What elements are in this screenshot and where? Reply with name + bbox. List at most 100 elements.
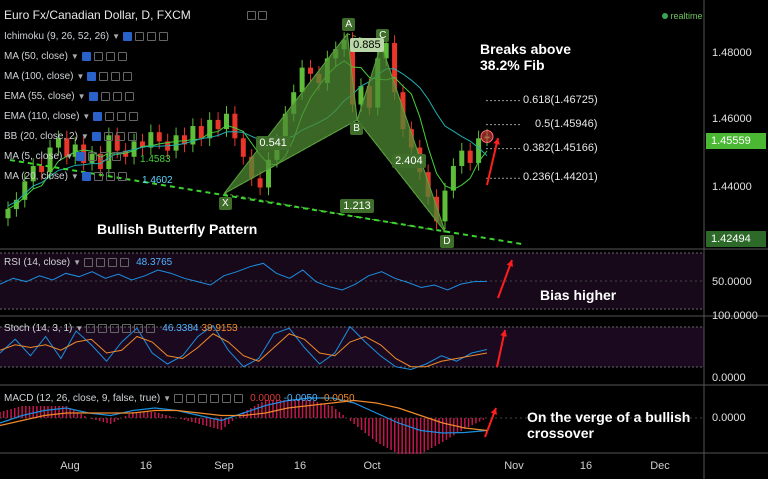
arrow-rsi-head [506,260,514,267]
add-icon[interactable] [112,92,122,101]
pattern-bcd [356,42,446,233]
arrow-stoch-head [500,330,507,337]
more-icon[interactable] [134,324,144,333]
hide-icon[interactable] [93,52,103,61]
arrow-breakout-head [493,138,500,145]
rsi-legend: RSI (14, close) ▼ 48.3765 [4,257,173,268]
candle-body [198,126,204,139]
candle-body [383,43,389,59]
settings-icon[interactable] [247,11,256,20]
settings-icon[interactable] [122,32,132,41]
candle-body [139,141,145,148]
annotation-breaks: Breaks above 38.2% Fib [480,41,572,73]
hide-icon[interactable] [105,112,115,121]
add-icon[interactable] [105,52,115,61]
chevron-down-icon[interactable]: ▼ [70,172,79,181]
indicator-label: EMA (55, close) [4,91,75,102]
indicator-row[interactable]: BB (20, close, 2) ▼ [4,130,137,143]
wave-point-b: B [350,121,363,135]
indicator-row[interactable]: EMA (55, close) ▼ [4,90,134,103]
hide-icon[interactable] [134,32,144,41]
candle-body [467,150,473,163]
candle-body [232,113,238,139]
settings-icon[interactable] [76,152,86,161]
close-icon[interactable] [117,172,127,181]
close-icon[interactable] [129,112,139,121]
wave-point-x: X [219,196,232,210]
indicator-row[interactable]: EMA (110, close) ▼ [4,110,139,123]
candle-body [190,126,196,145]
indicator-label: MA (20, close) [4,171,68,182]
more-icon[interactable] [146,324,156,333]
close-icon[interactable] [210,394,220,403]
settings-icon[interactable] [88,92,98,101]
indicator-row[interactable]: MA (100, close) ▼ [4,70,133,83]
ma5-line [7,60,488,210]
close-icon[interactable] [124,92,134,101]
current-price-box: 1.45559 [706,133,766,149]
add-icon[interactable] [115,132,125,141]
annotation-bias: Bias higher [540,287,617,303]
chevron-down-icon[interactable]: ▼ [70,52,79,61]
chevron-down-icon[interactable]: ▼ [76,72,85,81]
add-icon[interactable] [117,112,127,121]
chevron-down-icon[interactable]: ▼ [82,112,91,121]
hide-icon[interactable] [103,132,113,141]
add-icon[interactable] [198,394,208,403]
stoch-k-line [0,324,488,371]
candle-body [5,209,11,219]
indicator-row[interactable]: MA (5, close) ▼ [4,150,122,163]
macd-signal-line [0,399,488,432]
settings-icon[interactable] [93,112,103,121]
settings-icon[interactable] [91,132,101,141]
hide-icon[interactable] [98,324,108,333]
stoch-k-value: 46.3384 [162,323,199,334]
settings-icon[interactable] [81,172,91,181]
time-tick: 16 [579,460,593,472]
hide-icon[interactable] [99,72,109,81]
add-icon[interactable] [146,32,156,41]
header-controls[interactable] [247,11,267,20]
more-icon[interactable] [234,394,244,403]
hide-icon[interactable] [186,394,196,403]
close-icon[interactable] [112,152,122,161]
settings-icon[interactable] [87,72,97,81]
settings-icon[interactable] [81,52,91,61]
candle-body [181,135,187,145]
chevron-down-icon[interactable]: ▼ [77,92,86,101]
hide-icon[interactable] [258,11,267,20]
chevron-down-icon[interactable]: ▼ [80,132,89,141]
add-icon[interactable] [110,324,120,333]
close-icon[interactable] [117,52,127,61]
hide-icon[interactable] [100,92,110,101]
indicator-label: MA (100, close) [4,71,74,82]
settings-icon[interactable] [86,324,96,333]
close-icon[interactable] [123,72,133,81]
add-icon[interactable] [100,152,110,161]
hide-icon[interactable] [88,152,98,161]
ma5-value: 1.4583 [140,154,171,165]
arrow-breakout [486,137,499,186]
price-tick: 1.48000 [712,47,752,59]
close-icon[interactable] [120,258,130,267]
indicator-row[interactable]: MA (20, close) ▼ [4,170,127,183]
close-icon[interactable] [127,132,137,141]
close-icon[interactable] [158,32,168,41]
indicator-label: BB (20, close, 2) [4,131,78,142]
chevron-down-icon: ▼ [73,258,82,267]
indicator-row[interactable]: Ichimoku (9, 26, 52, 26) ▼ [4,30,168,43]
candle-body [39,166,45,173]
candle-body [156,132,162,142]
close-icon[interactable] [122,324,132,333]
add-icon[interactable] [111,72,121,81]
hide-icon[interactable] [93,172,103,181]
chevron-down-icon[interactable]: ▼ [112,32,120,41]
settings-icon[interactable] [174,394,184,403]
hide-icon[interactable] [96,258,106,267]
more-icon[interactable] [222,394,232,403]
indicator-row[interactable]: MA (50, close) ▼ [4,50,127,63]
chevron-down-icon[interactable]: ▼ [65,152,74,161]
settings-icon[interactable] [84,258,94,267]
add-icon[interactable] [105,172,115,181]
add-icon[interactable] [108,258,118,267]
